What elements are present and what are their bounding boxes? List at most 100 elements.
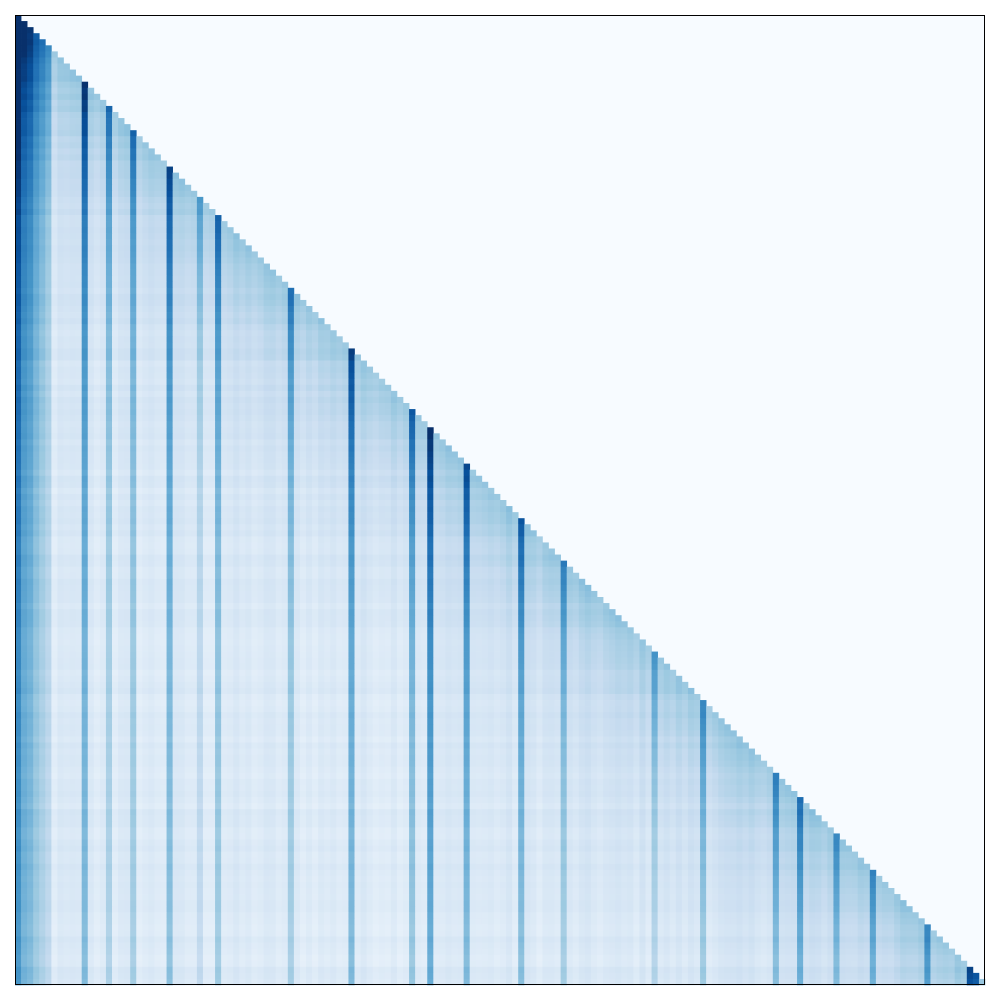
heatmap-cell: [57, 221, 64, 228]
heatmap-cell: [178, 257, 186, 264]
heatmap-cell: [57, 554, 64, 561]
heatmap-cell: [372, 560, 380, 568]
heatmap-cell: [136, 445, 143, 452]
heatmap-cell: [87, 457, 95, 464]
heatmap-cell: [33, 39, 40, 46]
heatmap-cell: [118, 500, 125, 507]
heatmap-cell: [124, 584, 131, 592]
heatmap-cell: [148, 597, 155, 604]
heatmap-cell: [184, 378, 192, 386]
heatmap-cell: [21, 396, 28, 404]
heatmap-cell: [172, 348, 180, 355]
heatmap-cell: [396, 524, 404, 531]
heatmap-cell: [99, 99, 107, 107]
heatmap-cell: [306, 542, 313, 549]
heatmap-cell: [15, 63, 22, 70]
heatmap-cell: [536, 609, 543, 616]
heatmap-cell: [342, 439, 349, 446]
heatmap-cell: [136, 493, 143, 501]
heatmap-cell: [124, 372, 131, 380]
heatmap-cell: [154, 196, 161, 204]
heatmap-cell: [27, 57, 34, 64]
heatmap-cell: [415, 451, 422, 458]
heatmap-cell: [87, 566, 95, 574]
heatmap-cell: [275, 481, 283, 489]
heatmap-cell: [45, 445, 52, 452]
heatmap-cell: [215, 324, 222, 331]
heatmap-cell: [251, 384, 258, 392]
heatmap-cell: [366, 469, 374, 477]
heatmap-cell: [190, 202, 198, 210]
heatmap-cell: [136, 263, 143, 270]
heatmap-cell: [409, 572, 416, 580]
heatmap-cell: [348, 354, 355, 361]
heatmap-cell: [166, 493, 173, 501]
heatmap-cell: [209, 500, 216, 507]
heatmap-cell: [21, 469, 28, 477]
heatmap-cell: [409, 457, 416, 464]
heatmap-cell: [312, 597, 319, 604]
heatmap-cell: [227, 384, 234, 392]
heatmap-cell: [166, 530, 173, 537]
heatmap-cell: [124, 287, 131, 295]
heatmap-cell: [124, 293, 131, 301]
heatmap-cell: [27, 190, 34, 198]
heatmap-cell: [530, 597, 537, 604]
heatmap-cell: [39, 196, 46, 204]
heatmap-cell: [45, 281, 52, 289]
heatmap-cell: [69, 542, 76, 549]
heatmap-cell: [75, 390, 83, 398]
heatmap-cell: [166, 421, 173, 428]
heatmap-cell: [136, 148, 143, 155]
heatmap-cell: [378, 512, 386, 519]
heatmap-cell: [299, 360, 307, 367]
heatmap-cell: [306, 354, 313, 361]
heatmap-cell: [21, 239, 28, 246]
heatmap-cell: [221, 221, 228, 228]
heatmap-cell: [342, 603, 349, 610]
heatmap-cell: [148, 239, 155, 246]
heatmap-cell: [57, 609, 64, 616]
heatmap-cell: [190, 548, 198, 555]
heatmap-cell: [124, 481, 131, 489]
heatmap-cell: [63, 597, 70, 604]
heatmap-cell: [257, 336, 264, 343]
heatmap-cell: [75, 475, 83, 483]
heatmap-cell: [524, 554, 531, 561]
heatmap-cell: [336, 584, 343, 592]
heatmap-cell: [409, 530, 416, 537]
heatmap-cell: [99, 578, 107, 586]
heatmap-cell: [433, 548, 440, 555]
heatmap-cell: [160, 409, 167, 416]
heatmap-cell: [275, 542, 283, 549]
heatmap-cell: [69, 190, 76, 198]
heatmap-cell: [396, 500, 404, 507]
heatmap-cell: [172, 227, 180, 234]
heatmap-cell: [560, 584, 568, 592]
heatmap-cell: [51, 554, 58, 561]
heatmap-cell: [142, 421, 149, 428]
heatmap-cell: [27, 487, 34, 495]
heatmap-cell: [81, 566, 89, 574]
heatmap-cell: [227, 378, 234, 386]
heatmap-cell: [39, 518, 46, 525]
heatmap-cell: [221, 536, 228, 543]
heatmap-cell: [27, 493, 34, 501]
heatmap-cell: [63, 451, 70, 458]
heatmap-cell: [221, 257, 228, 264]
heatmap-cell: [166, 354, 173, 361]
heatmap-cell: [318, 457, 325, 464]
heatmap-cell: [154, 572, 161, 580]
heatmap-cell: [81, 87, 89, 95]
heatmap-cell: [130, 512, 137, 519]
heatmap-cell: [45, 209, 52, 216]
heatmap-cell: [124, 554, 131, 561]
heatmap-cell: [306, 318, 313, 325]
heatmap-cell: [148, 378, 155, 386]
heatmap-cell: [148, 578, 155, 586]
heatmap-cell: [160, 306, 167, 313]
heatmap-cell: [202, 330, 210, 337]
heatmap-cell: [63, 445, 70, 452]
heatmap-cell: [63, 615, 70, 622]
heatmap-cell: [148, 154, 155, 161]
